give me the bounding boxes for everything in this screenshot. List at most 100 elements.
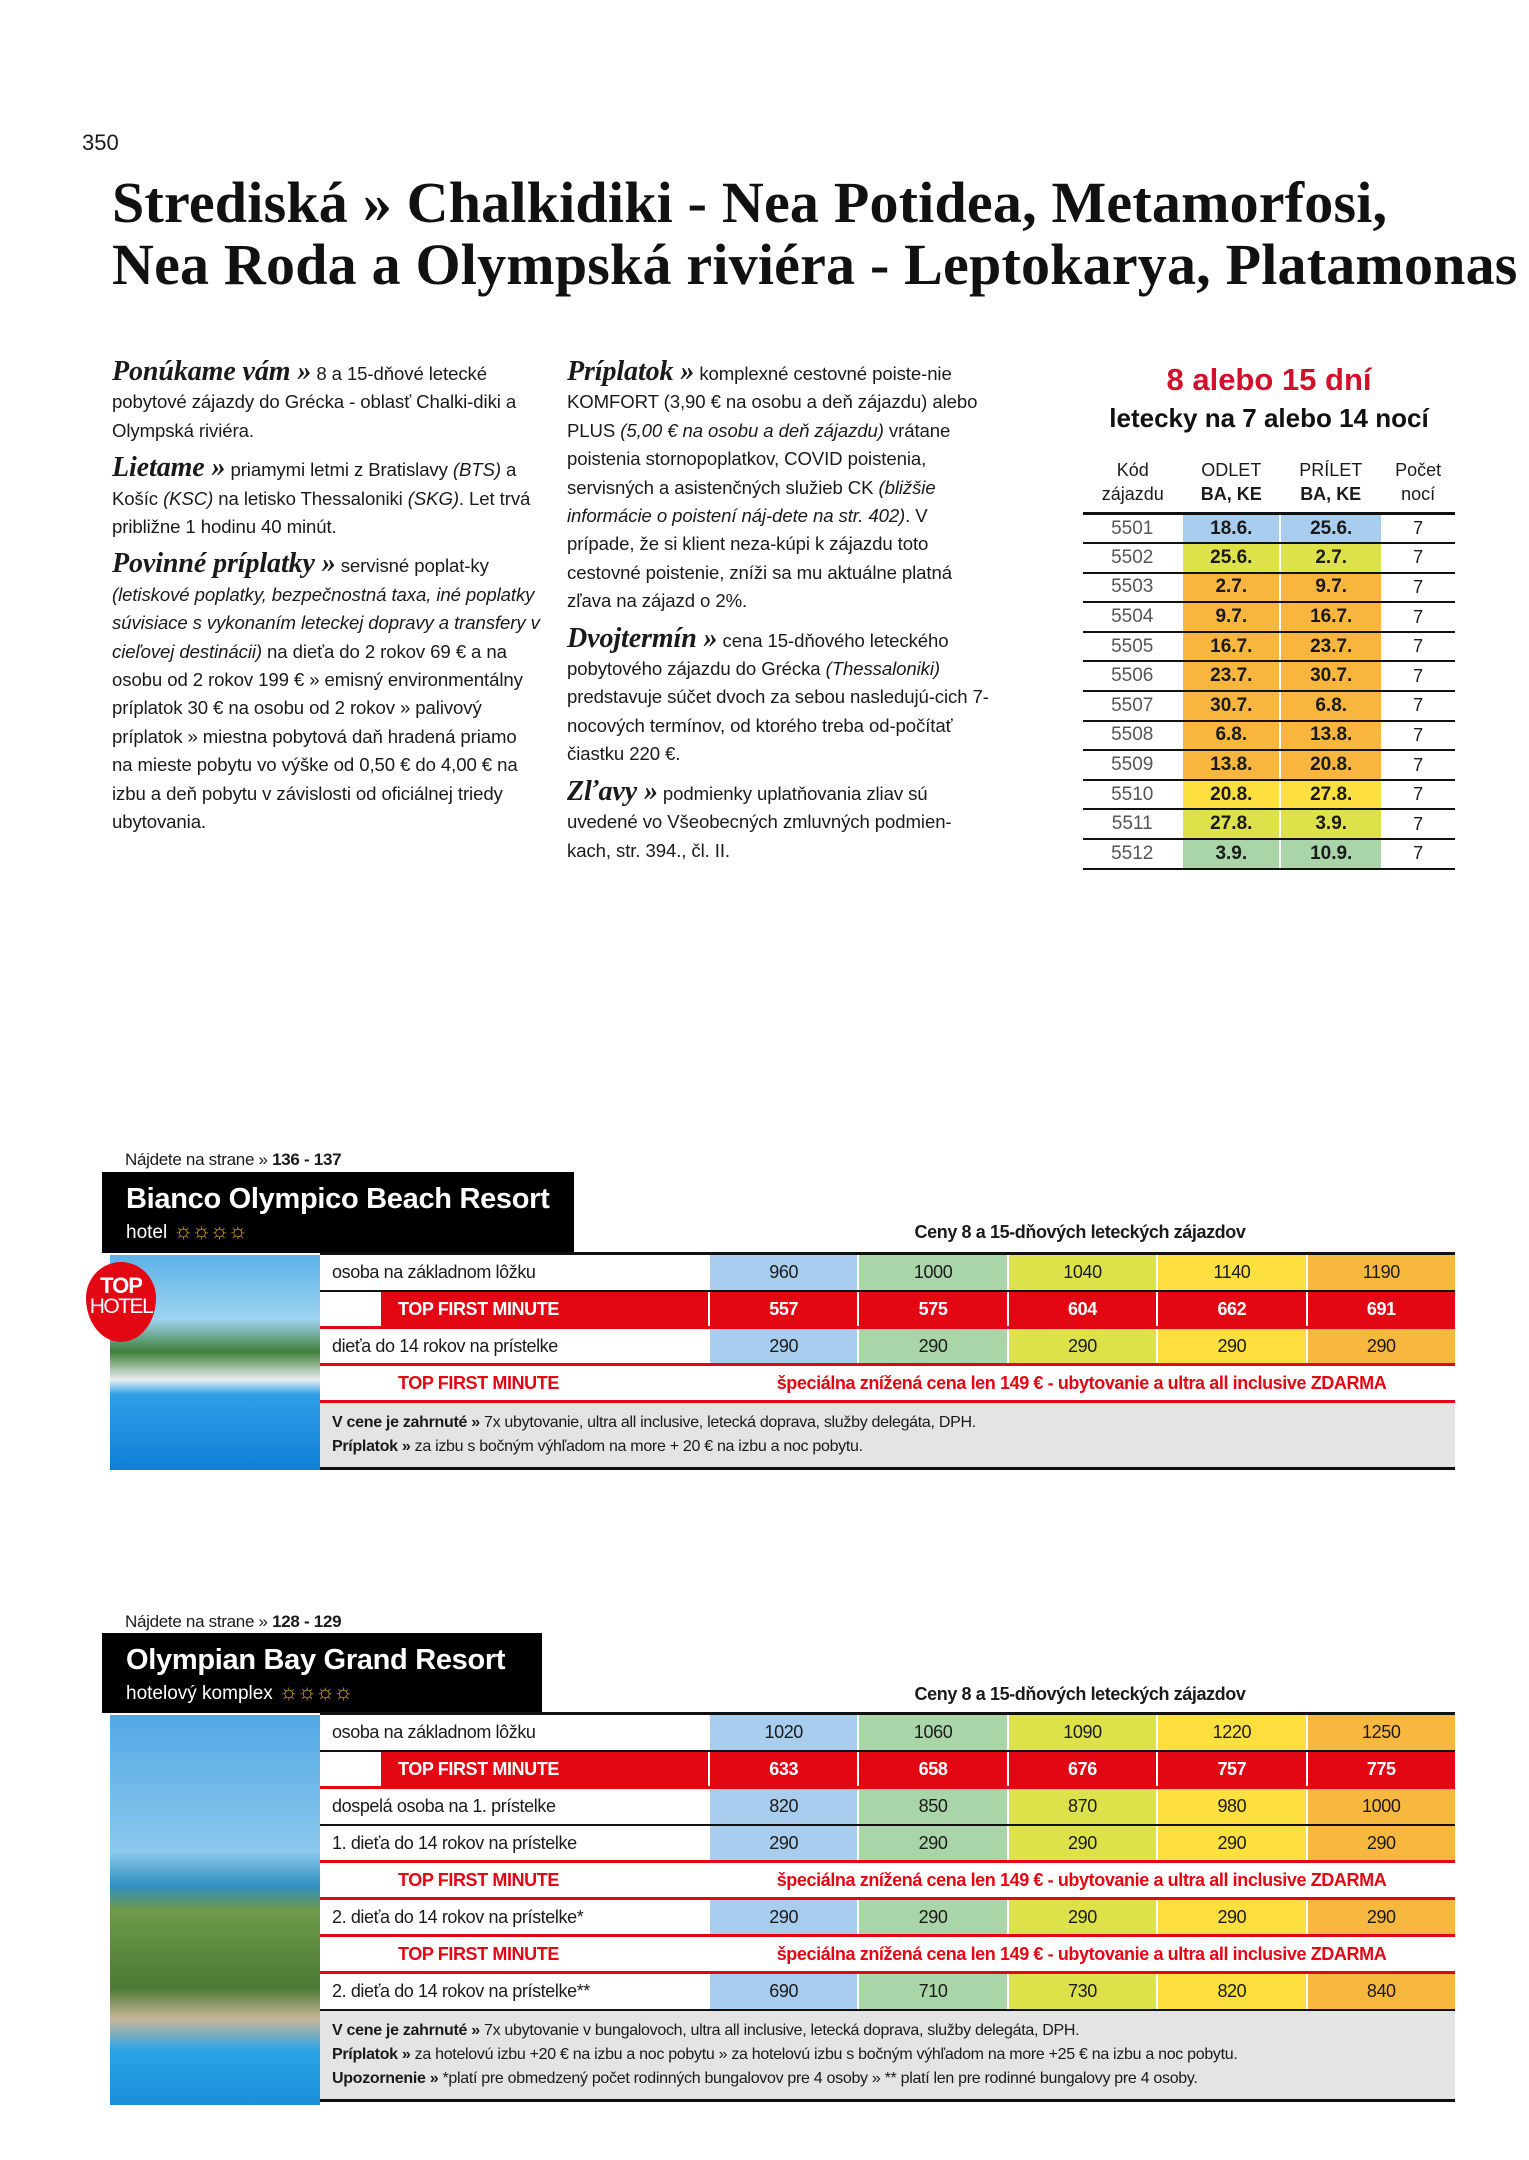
badge-hotel: HOTEL bbox=[89, 1295, 154, 1318]
nights-count: 7 bbox=[1381, 513, 1455, 545]
price-row: 2. dieťa do 14 rokov na prístelke** 690 71… bbox=[320, 1974, 1455, 2011]
price-cell: 290 bbox=[1305, 1826, 1455, 1860]
note-line: Príplatok » za izbu s bočným výhľadom na… bbox=[332, 1435, 1443, 1459]
arrival-date: 3.9. bbox=[1279, 809, 1382, 841]
column-header: PRÍLET BA, KE bbox=[1280, 458, 1382, 515]
trip-code: 5501 bbox=[1083, 513, 1183, 545]
paragraph-text: a Košíc bbox=[112, 459, 517, 509]
hotel-type: hotelový komplex bbox=[126, 1683, 273, 1704]
title-line-2: Nea Roda a Olympská riviéra - Leptokarya… bbox=[112, 232, 1518, 297]
table-body: 5501 18.6. 25.6. 7 5502 25.6. 2.7. 7 5503 2.7. 9.7… bbox=[1083, 513, 1455, 870]
note-text: 7x ubytovanie v bungalovoch, ultra all i… bbox=[479, 2022, 1080, 2039]
paragraph-heading: Ponúkame vám » bbox=[112, 356, 312, 387]
nights-count: 7 bbox=[1381, 809, 1455, 841]
info-paragraph: Lietame » priamymi letmi z Bratislavy (B… bbox=[112, 454, 540, 541]
header-line-1: Počet bbox=[1395, 460, 1442, 480]
first-minute-row: TOP FIRST MINUTE špeciálna znížená cena l… bbox=[320, 1366, 1455, 1403]
table-row: 5507 30.7. 6.8. 7 bbox=[1083, 691, 1455, 722]
page-reference-pages: 128 - 129 bbox=[272, 1612, 342, 1631]
page-reference-pages: 136 - 137 bbox=[272, 1150, 342, 1169]
price-cell: 658 bbox=[857, 1752, 1007, 1786]
price-cell: 290 bbox=[1006, 1826, 1157, 1860]
price-cell: 290 bbox=[708, 1826, 858, 1860]
hotel-type: hotel bbox=[126, 1222, 168, 1243]
note-line: V cene je zahrnuté » 7x ubytovanie v bun… bbox=[332, 2019, 1443, 2043]
price-row: dospelá osoba na 1. prístelke 820 850 870 98… bbox=[320, 1789, 1455, 1826]
departure-date: 25.6. bbox=[1181, 543, 1281, 574]
nights-count: 7 bbox=[1381, 631, 1455, 663]
info-column-1: Ponúkame vám » 8 a 15-dňové letecké poby… bbox=[112, 356, 540, 846]
info-paragraph: Povinné príplatky » servisné poplat-ky (… bbox=[112, 550, 540, 836]
info-paragraph: Ponúkame vám » 8 a 15-dňové letecké poby… bbox=[112, 356, 540, 445]
trip-code: 5502 bbox=[1083, 543, 1183, 574]
row-label: 1. dieťa do 14 rokov na prístelke bbox=[332, 1832, 577, 1853]
note-text: *platí pre obmedzený počet rodinných bun… bbox=[438, 2070, 1198, 2087]
hotel-photo bbox=[110, 1715, 320, 2105]
trip-code: 5511 bbox=[1083, 809, 1183, 841]
sun-rating-icon: ☼☼☼☼ bbox=[278, 1679, 354, 1704]
price-cell: 290 bbox=[1006, 1900, 1157, 1934]
trip-code: 5503 bbox=[1083, 572, 1183, 604]
prices-title: Ceny 8 a 15-dňových leteckých zájazdov bbox=[914, 1684, 1246, 1704]
paragraph-text: (BTS) bbox=[452, 459, 501, 481]
arrival-date: 30.7. bbox=[1279, 661, 1382, 693]
row-label: dieťa do 14 rokov na prístelke bbox=[332, 1335, 558, 1356]
header-line-1: Kód bbox=[1116, 460, 1149, 480]
trip-code: 5508 bbox=[1083, 720, 1183, 752]
price-cell: 290 bbox=[1006, 1329, 1157, 1363]
column-header: Kód zájazdu bbox=[1083, 458, 1183, 515]
paragraph-text: (5,00 € na osobu a deň zájazdu) bbox=[620, 419, 884, 441]
paragraph-text: predstavuje súčet dvoch za sebou nasledu… bbox=[567, 686, 989, 765]
paragraph-text: servisné poplat-ky bbox=[335, 555, 489, 577]
price-cell: 1190 bbox=[1305, 1255, 1455, 1290]
row-label: TOP FIRST MINUTE bbox=[398, 1869, 559, 1890]
price-row: 2. dieťa do 14 rokov na prístelke* 290 290… bbox=[320, 1900, 1455, 1937]
page-title: Strediská » Chalkidiki - Nea Potidea, Me… bbox=[112, 172, 1518, 296]
price-cell: 1140 bbox=[1156, 1255, 1306, 1290]
price-cell: 691 bbox=[1305, 1292, 1455, 1326]
header-line-1: ODLET bbox=[1201, 460, 1262, 480]
price-cell: 850 bbox=[857, 1789, 1007, 1824]
departure-dates-table: Kód zájazdu ODLET BA, KE PRÍLET BA, KE Počet no… bbox=[1083, 458, 1455, 870]
price-cell: 1250 bbox=[1305, 1715, 1455, 1750]
paragraph-heading: Lietame » bbox=[112, 452, 226, 484]
departure-date: 27.8. bbox=[1181, 809, 1281, 841]
first-minute-row: TOP FIRST MINUTE špeciálna znížená cena l… bbox=[320, 1863, 1455, 1900]
note-label: V cene je zahrnuté » bbox=[332, 1414, 480, 1431]
note-line: Príplatok » za hotelovú izbu +20 € na iz… bbox=[332, 2043, 1443, 2067]
price-row: osoba na základnom lôžku 960 1000 1040 1140 1… bbox=[320, 1255, 1455, 1292]
arrival-date: 27.8. bbox=[1279, 779, 1382, 811]
header-line-2: BA, KE bbox=[1200, 484, 1262, 504]
prices-title: Ceny 8 a 15-dňových leteckých zájazdov bbox=[914, 1222, 1246, 1242]
table-row: 5512 3.9. 10.9. 7 bbox=[1083, 839, 1455, 870]
info-column-2: Príplatok » komplexné cestovné poiste-ni… bbox=[567, 357, 995, 874]
first-minute-row: TOP FIRST MINUTE 557 575 604 662 691 bbox=[320, 1292, 1455, 1329]
price-cell: 840 bbox=[1305, 1974, 1455, 2009]
page-reference-label: Nájdete na strane » bbox=[125, 1150, 268, 1169]
nights-count: 7 bbox=[1381, 839, 1455, 870]
price-cell: 290 bbox=[1156, 1826, 1306, 1860]
info-paragraph: Dvojtermín » cena 15-dňového leteckého p… bbox=[567, 624, 995, 769]
price-cell: 1000 bbox=[857, 1255, 1007, 1290]
price-cell: 730 bbox=[1006, 1974, 1157, 2009]
row-label: dospelá osoba na 1. prístelke bbox=[332, 1796, 556, 1816]
paragraph-text: podmienky uplatňovania zliav sú uvedené … bbox=[567, 782, 952, 861]
paragraph-text: (KSC) bbox=[163, 487, 214, 509]
header-line-2: nocí bbox=[1401, 484, 1436, 504]
nights-count: 7 bbox=[1381, 750, 1455, 781]
price-cell: 290 bbox=[1156, 1900, 1306, 1934]
first-minute-row: TOP FIRST MINUTE 633 658 676 757 775 bbox=[320, 1752, 1455, 1789]
badge-top: TOP bbox=[100, 1273, 143, 1298]
row-label: TOP FIRST MINUTE bbox=[398, 1943, 559, 1964]
paragraph-heading: Povinné príplatky » bbox=[112, 548, 336, 580]
departure-date: 9.7. bbox=[1181, 602, 1281, 633]
paragraph-text: priamymi letmi z Bratislavy bbox=[225, 459, 453, 481]
table-row: 5504 9.7. 16.7. 7 bbox=[1083, 602, 1455, 633]
page-number: 350 bbox=[82, 130, 119, 155]
info-paragraph: Príplatok » komplexné cestovné poiste-ni… bbox=[567, 357, 995, 616]
price-cell: 870 bbox=[1006, 1789, 1157, 1824]
departure-date: 13.8. bbox=[1181, 750, 1281, 781]
note-text: za izbu s bočným výhľadom na more + 20 €… bbox=[410, 1438, 863, 1455]
trip-code: 5509 bbox=[1083, 750, 1183, 781]
header-line-1: PRÍLET bbox=[1299, 460, 1363, 480]
